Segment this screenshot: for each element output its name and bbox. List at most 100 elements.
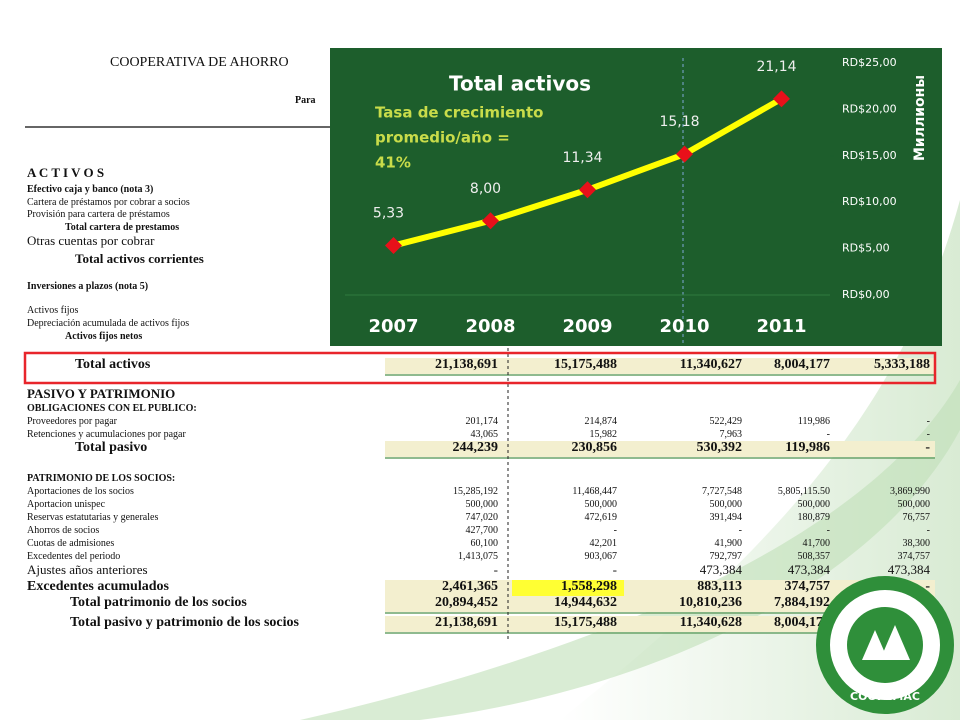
- cell-value: 15,982: [590, 429, 618, 440]
- row-band: [385, 441, 935, 457]
- cell-value: 508,357: [798, 551, 831, 562]
- cell-value: 11,468,447: [572, 486, 617, 497]
- cell-value: 7,963: [720, 429, 743, 440]
- row-label: Activos fijos netos: [65, 331, 142, 342]
- data-label: 11,34: [562, 150, 602, 166]
- row-label: Total pasivo y patrimonio de los socios: [70, 615, 300, 630]
- cell-value: -: [827, 429, 830, 440]
- cell-value: 41,700: [803, 538, 831, 549]
- row-label: Cuotas de admisiones: [27, 538, 114, 549]
- x-tick-label: 2009: [562, 316, 612, 337]
- point-marker: [773, 90, 790, 108]
- chart-background: [330, 48, 942, 346]
- row-label: Inversiones a plazos (nota 5): [27, 281, 148, 292]
- logo-text: COOPEMAC: [850, 690, 920, 703]
- cell-value: 530,392: [697, 440, 743, 455]
- cell-value: 15,175,488: [554, 357, 617, 372]
- row-band: [385, 358, 935, 374]
- cell-value: -: [614, 525, 617, 536]
- cell-value: 883,113: [697, 579, 742, 594]
- highlight-box: [23, 351, 937, 385]
- cell-value: 119,986: [785, 440, 830, 455]
- x-tick-label: 2007: [368, 316, 418, 337]
- balance-table: A C T I V O S Efectivo caja y banco (nota…: [27, 165, 935, 634]
- point-marker: [385, 237, 402, 255]
- cell-value: 903,067: [585, 551, 618, 562]
- row-label: Total cartera de prestamos: [65, 222, 179, 233]
- cell-value: 2,461,365: [442, 579, 498, 594]
- cell-value: 21,138,691: [435, 615, 498, 630]
- cell-value: -: [925, 440, 930, 455]
- cell-value: 473,384: [700, 562, 743, 577]
- point-marker: [579, 181, 596, 199]
- point-marker: [676, 145, 693, 163]
- cell-value: 1,413,075: [458, 551, 498, 562]
- row-label: Ajustes años anteriores: [27, 562, 148, 577]
- row-label: PATRIMONIO DE LOS SOCIOS:: [27, 473, 175, 484]
- y-tick-label: RD$25,00: [842, 56, 897, 69]
- cell-value: 472,619: [585, 512, 618, 523]
- cell-value: 8,004,177: [774, 615, 830, 630]
- cell-value: 21,138,691: [435, 357, 498, 372]
- sheet-title: COOPERATIVA DE AHORRO: [110, 55, 289, 70]
- cell-value: 60,100: [471, 538, 499, 549]
- row-label: Aportaciones de los socios: [27, 486, 134, 497]
- cell-value: 747,020: [466, 512, 499, 523]
- logo: COOPEMAC: [816, 576, 954, 714]
- cell-value: -: [739, 525, 742, 536]
- row-label: Total pasivo: [75, 440, 147, 455]
- y-tick-label: RD$20,00: [842, 102, 897, 115]
- data-label: 8,00: [470, 181, 501, 197]
- cell-value: 43,065: [471, 429, 499, 440]
- y-tick-label: RD$5,00: [842, 242, 890, 255]
- cell-value: 500,000: [466, 499, 499, 510]
- chart: Total activos Миллионы RD$0,00 RD$5,00 RD$…: [330, 48, 942, 346]
- row-band: [385, 616, 935, 632]
- cell-value: -: [927, 416, 930, 427]
- x-tick-label: 2010: [659, 316, 709, 337]
- row-label: Retenciones y acumulaciones por pagar: [27, 429, 186, 440]
- cell-value: -: [927, 525, 930, 536]
- cell-value: 374,757: [898, 551, 931, 562]
- data-label: 21,14: [756, 59, 796, 75]
- cell-value: 427,700: [466, 525, 499, 536]
- cell-value: 500,000: [710, 499, 743, 510]
- cell-value: 5,333,188: [874, 357, 930, 372]
- row-label: Provisión para cartera de préstamos: [27, 209, 170, 220]
- row-label: Activos fijos: [27, 305, 78, 316]
- cell-value: 10,810,236: [679, 595, 742, 610]
- cell-value: 473,384: [788, 562, 831, 577]
- data-label: 15,18: [659, 114, 699, 130]
- x-tick-label: 2008: [465, 316, 515, 337]
- cell-highlight: [512, 580, 624, 596]
- cell-value: 11,340,627: [680, 357, 742, 372]
- y-axis-label: Миллионы: [912, 75, 928, 161]
- cell-value: 230,856: [572, 440, 618, 455]
- swoosh: [300, 380, 960, 720]
- cell-value: 374,757: [785, 579, 831, 594]
- chart-title: Total activos: [449, 72, 591, 96]
- data-label: 5,33: [373, 206, 404, 222]
- cell-value: 76,757: [903, 512, 931, 523]
- row-label: Total activos corrientes: [75, 251, 204, 266]
- logo-trees: [862, 625, 910, 660]
- row-label: A C T I V O S: [27, 165, 104, 180]
- cell-value: -: [494, 562, 498, 577]
- cell-value: 792,797: [710, 551, 743, 562]
- row-band: [385, 596, 935, 612]
- cell-value: -: [925, 579, 930, 594]
- row-label: Total activos: [75, 357, 151, 372]
- annotation: Tasa de crecimiento: [375, 104, 543, 122]
- row-label: Reservas estatutarias y generales: [27, 512, 158, 523]
- y-tick-label: RD$0,00: [842, 288, 890, 301]
- cell-value: 41,900: [715, 538, 743, 549]
- row-label: Cartera de préstamos por cobrar a socios: [27, 197, 190, 208]
- cell-value: 38,300: [903, 538, 931, 549]
- row-label: Total patrimonio de los socios: [70, 595, 247, 610]
- cell-value: 15,285,192: [453, 486, 498, 497]
- annotation: 41%: [375, 154, 411, 172]
- cell-value: 5,805,115.50: [778, 486, 830, 497]
- cell-value: 20,894,452: [435, 595, 498, 610]
- y-tick-label: RD$10,00: [842, 195, 897, 208]
